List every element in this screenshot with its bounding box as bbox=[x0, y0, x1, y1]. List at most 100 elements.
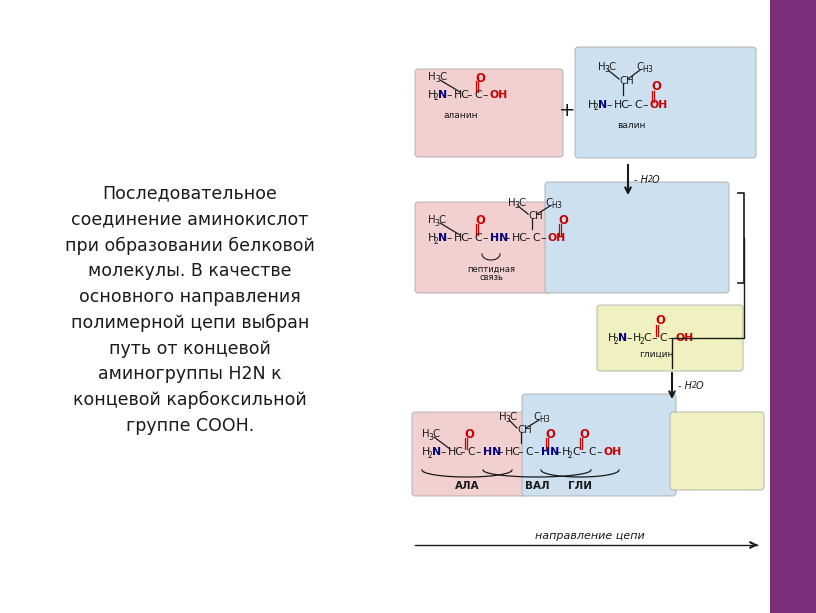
Text: N: N bbox=[432, 447, 441, 457]
Text: H: H bbox=[562, 447, 570, 457]
Text: O: O bbox=[464, 428, 474, 441]
Text: HN: HN bbox=[541, 447, 559, 457]
Text: HC: HC bbox=[614, 100, 630, 110]
Text: глицин: глицин bbox=[639, 349, 673, 359]
Text: –: – bbox=[642, 100, 648, 110]
Text: 3: 3 bbox=[647, 66, 652, 75]
Text: –: – bbox=[651, 333, 657, 343]
Text: H: H bbox=[428, 72, 436, 82]
Text: 2: 2 bbox=[594, 104, 599, 113]
Text: N: N bbox=[438, 233, 447, 243]
Text: HC: HC bbox=[505, 447, 521, 457]
Text: 2: 2 bbox=[648, 175, 653, 185]
Text: H: H bbox=[608, 333, 616, 343]
Text: –: – bbox=[667, 333, 672, 343]
Text: –: – bbox=[504, 233, 509, 243]
Text: связь: связь bbox=[479, 273, 503, 283]
Text: пептидная: пептидная bbox=[467, 264, 515, 273]
Text: N: N bbox=[438, 90, 447, 100]
Text: –: – bbox=[524, 233, 530, 243]
Text: –: – bbox=[533, 447, 539, 457]
Text: - H: - H bbox=[634, 175, 648, 185]
Text: C: C bbox=[533, 412, 540, 422]
Text: –: – bbox=[482, 90, 487, 100]
Text: –: – bbox=[626, 333, 632, 343]
Text: 2: 2 bbox=[434, 237, 439, 245]
Text: 3: 3 bbox=[434, 218, 439, 227]
Text: –: – bbox=[475, 447, 481, 457]
Text: CH: CH bbox=[517, 425, 532, 435]
Text: C: C bbox=[545, 198, 552, 208]
Text: АЛА: АЛА bbox=[455, 481, 479, 491]
FancyBboxPatch shape bbox=[597, 305, 743, 371]
Text: Последовательное
соединение аминокислот
при образовании белковой
молекулы. В кач: Последовательное соединение аминокислот … bbox=[65, 185, 315, 435]
Text: –: – bbox=[482, 233, 487, 243]
Text: H: H bbox=[499, 412, 507, 422]
Text: OH: OH bbox=[604, 447, 623, 457]
Text: H: H bbox=[428, 233, 437, 243]
Text: H: H bbox=[428, 215, 436, 225]
Text: –: – bbox=[497, 447, 503, 457]
Text: OH: OH bbox=[548, 233, 566, 243]
Text: N: N bbox=[618, 333, 628, 343]
Text: H: H bbox=[642, 66, 648, 75]
FancyBboxPatch shape bbox=[522, 394, 676, 496]
Text: H: H bbox=[428, 90, 437, 100]
Text: O: O bbox=[655, 314, 665, 327]
Text: +: + bbox=[559, 101, 575, 120]
Text: HN: HN bbox=[490, 233, 508, 243]
Text: H: H bbox=[551, 202, 557, 210]
Text: O: O bbox=[475, 215, 485, 227]
Text: C: C bbox=[467, 447, 475, 457]
Text: –: – bbox=[555, 447, 561, 457]
FancyBboxPatch shape bbox=[670, 412, 764, 490]
Text: C: C bbox=[608, 62, 615, 72]
FancyBboxPatch shape bbox=[412, 412, 528, 496]
Text: –: – bbox=[517, 447, 522, 457]
Text: HC: HC bbox=[512, 233, 528, 243]
Text: C: C bbox=[439, 72, 446, 82]
Text: O: O bbox=[545, 427, 555, 441]
Text: CH: CH bbox=[528, 211, 543, 221]
Text: 3: 3 bbox=[544, 416, 549, 424]
Text: C: C bbox=[432, 429, 439, 439]
Text: H: H bbox=[598, 62, 605, 72]
Text: валин: валин bbox=[617, 121, 645, 129]
Text: –: – bbox=[626, 100, 632, 110]
Text: C: C bbox=[518, 198, 526, 208]
Text: аланин: аланин bbox=[444, 110, 478, 120]
FancyBboxPatch shape bbox=[770, 0, 816, 613]
Text: 2: 2 bbox=[692, 381, 697, 390]
Text: –: – bbox=[459, 447, 464, 457]
Text: C: C bbox=[532, 233, 539, 243]
Text: 2: 2 bbox=[639, 337, 644, 346]
Text: C: C bbox=[525, 447, 533, 457]
Text: H: H bbox=[422, 447, 430, 457]
Text: 2: 2 bbox=[568, 451, 573, 460]
Text: 2: 2 bbox=[434, 94, 439, 102]
Text: C: C bbox=[634, 100, 641, 110]
Text: –: – bbox=[606, 100, 611, 110]
Text: H: H bbox=[539, 416, 545, 424]
Text: –: – bbox=[580, 447, 586, 457]
Text: H: H bbox=[588, 100, 596, 110]
Text: O: O bbox=[579, 428, 589, 441]
Text: ГЛИ: ГЛИ bbox=[568, 481, 592, 491]
FancyBboxPatch shape bbox=[575, 47, 756, 158]
Text: N: N bbox=[598, 100, 607, 110]
FancyBboxPatch shape bbox=[415, 69, 563, 157]
Text: C: C bbox=[588, 447, 596, 457]
Text: C: C bbox=[643, 333, 650, 343]
Text: 3: 3 bbox=[505, 416, 510, 424]
Text: 3: 3 bbox=[435, 75, 440, 85]
Text: C: C bbox=[572, 447, 579, 457]
Text: 3: 3 bbox=[428, 433, 432, 441]
Text: OH: OH bbox=[490, 90, 508, 100]
Text: HC: HC bbox=[448, 447, 463, 457]
Text: –: – bbox=[466, 90, 472, 100]
Text: O: O bbox=[652, 175, 659, 185]
Text: O: O bbox=[696, 381, 703, 391]
Text: H: H bbox=[422, 429, 430, 439]
Text: направление цепи: направление цепи bbox=[535, 531, 645, 541]
Text: OH: OH bbox=[675, 333, 694, 343]
